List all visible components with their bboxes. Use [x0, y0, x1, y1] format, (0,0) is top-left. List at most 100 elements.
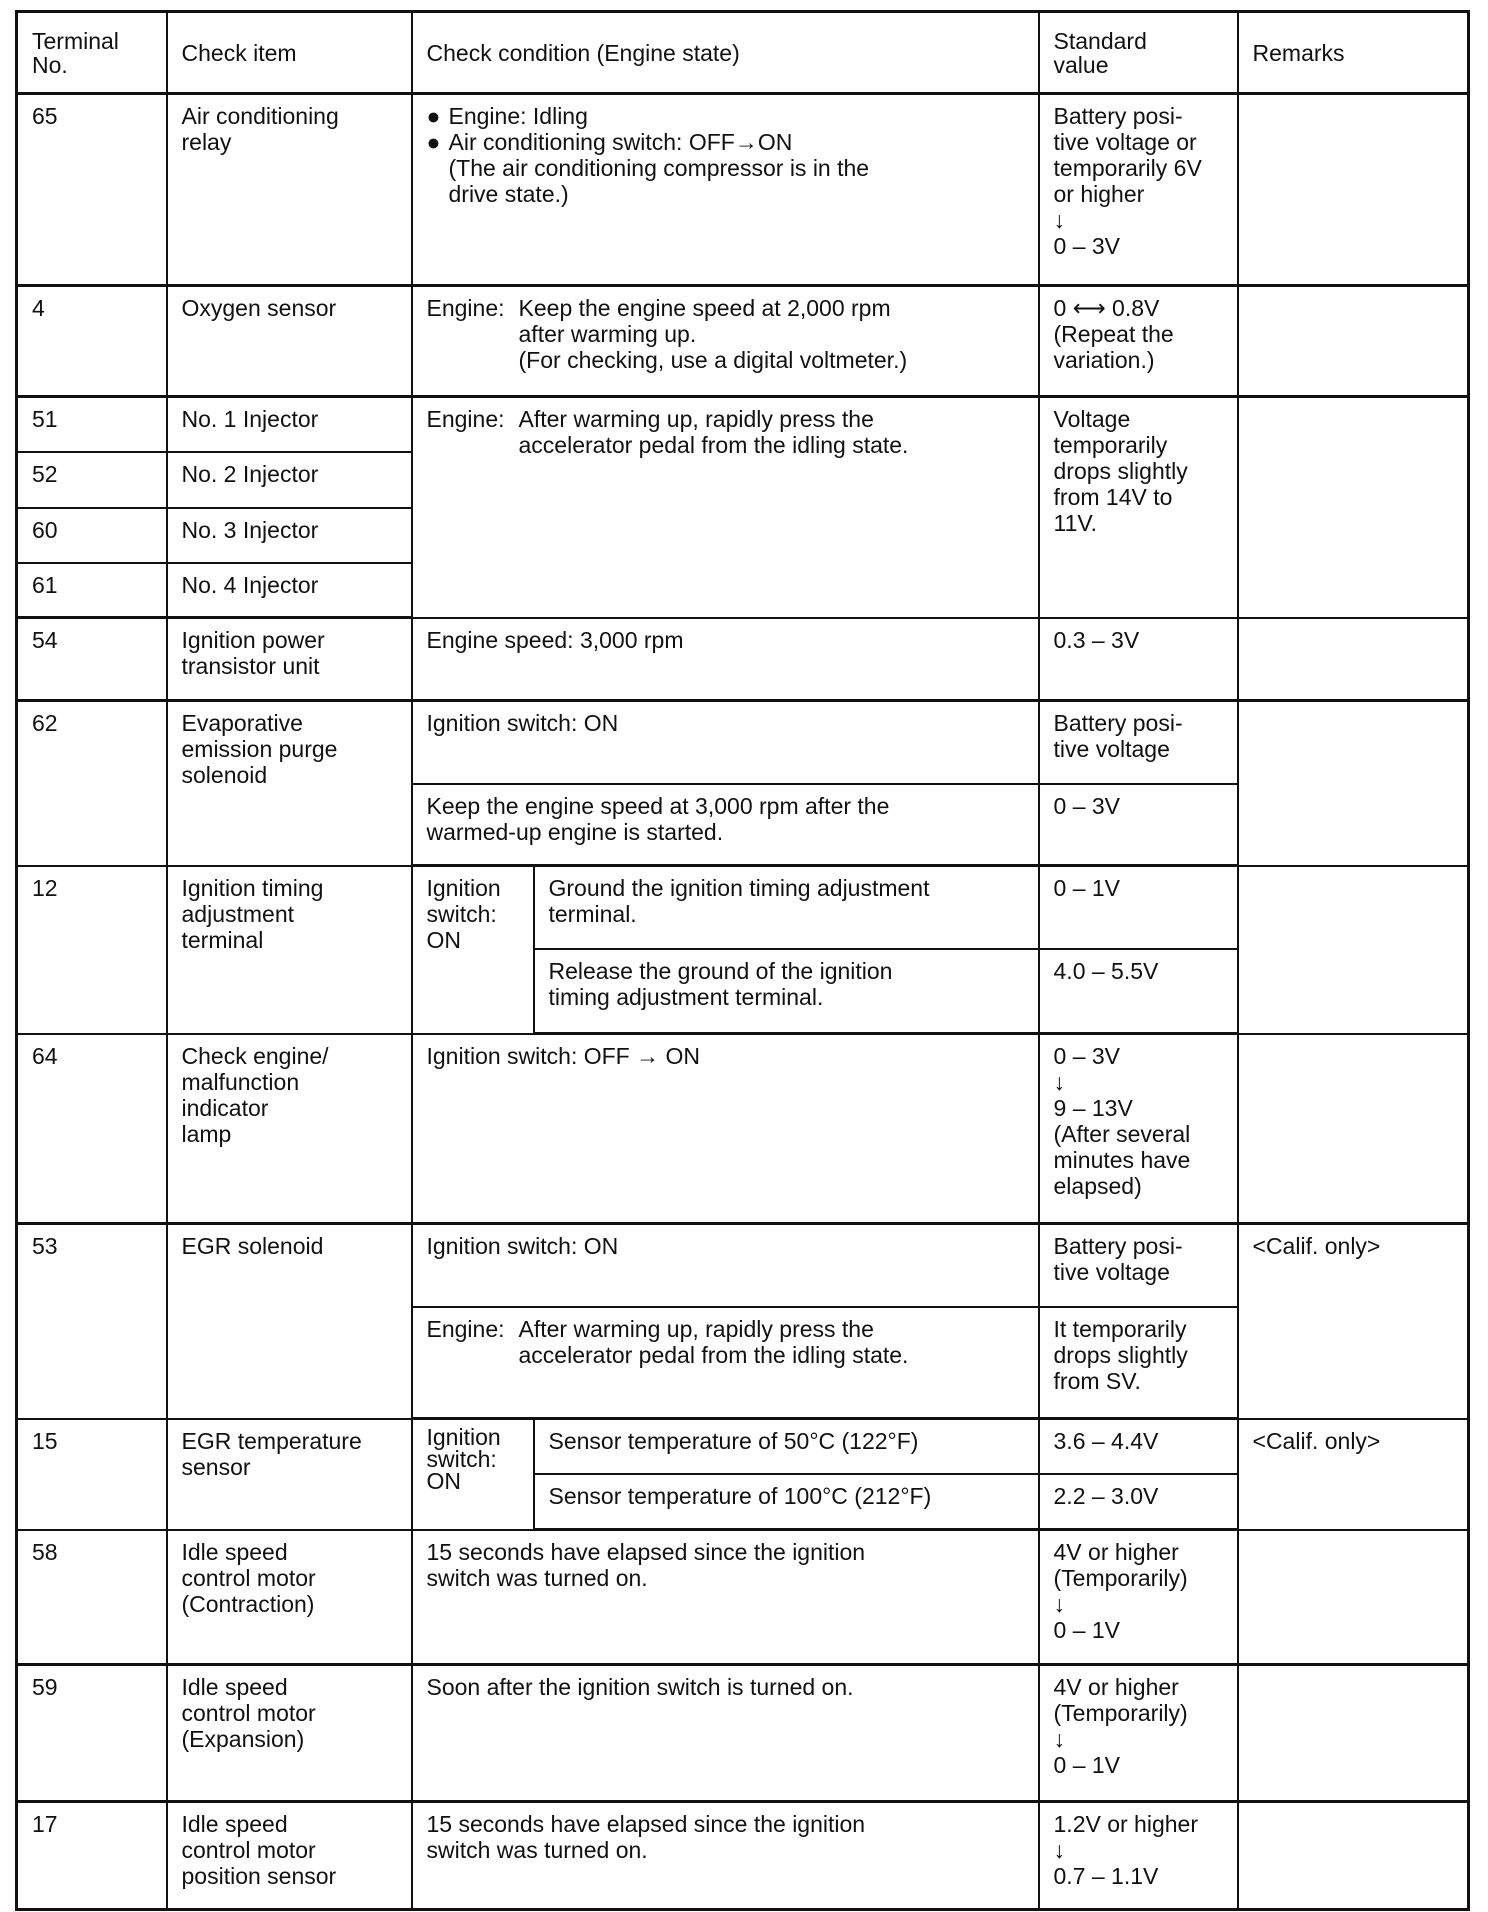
- condition-line: Air conditioning switch: OFF→ON (The air…: [448, 129, 870, 207]
- check-condition: Engine: After warming up, rapidly press t…: [410, 395, 1040, 619]
- table-row: 65 Air conditioning relay ● Engine: Idlin…: [15, 92, 1470, 287]
- condition-label: Engine:: [426, 406, 505, 432]
- check-condition: Soon after the ignition switch is turned…: [410, 1663, 1040, 1803]
- standard-value: 0 – 1V: [1037, 864, 1239, 950]
- header-terminal: Terminal No.: [15, 10, 168, 95]
- check-item: Oxygen sensor: [165, 284, 413, 398]
- terminal-no: 17: [15, 1800, 168, 1911]
- standard-value: 3.6 – 4.4V: [1037, 1417, 1239, 1475]
- terminal-no: 4: [15, 284, 168, 398]
- check-item: No. 1 Injector: [165, 395, 413, 453]
- table-row: 17 Idle speed control motor position sen…: [15, 1800, 1470, 1911]
- remarks: <Calif. only>: [1236, 1417, 1470, 1531]
- table-row: Engine: After warming up, rapidly press t…: [17, 1305, 1469, 1420]
- check-item: Air conditioning relay: [165, 92, 413, 287]
- table-row: Release the ground of the ignition timin…: [17, 947, 1469, 1035]
- check-item: EGR solenoid: [165, 1222, 413, 1420]
- check-condition: Ignition switch: ON: [410, 1222, 1040, 1308]
- condition-text: After warming up, rapidly press the acce…: [518, 406, 909, 458]
- terminal-no: 52: [15, 450, 168, 509]
- check-condition: Engine speed: 3,000 rpm: [410, 616, 1040, 702]
- standard-value: Battery posi- tive voltage: [1037, 699, 1239, 785]
- check-item: Idle speed control motor (Contraction): [165, 1528, 413, 1666]
- check-condition: Keep the engine speed at 3,000 rpm after…: [410, 782, 1040, 867]
- table-row: 62 Evaporative emission purge solenoid I…: [15, 699, 1470, 867]
- table-row: 64 Check engine/ malfunction indicator l…: [15, 1032, 1470, 1225]
- table-row: 15 EGR temperature sensor Ignition switc…: [15, 1417, 1470, 1531]
- check-condition: Sensor temperature of 100°C (212°F): [532, 1472, 1040, 1531]
- table-row: Sensor temperature of 100°C (212°F) 2.2 …: [17, 1472, 1469, 1531]
- condition-label: Engine:: [426, 295, 505, 321]
- header-remarks: Remarks: [1236, 10, 1470, 95]
- condition-text: Keep the engine speed at 2,000 rpm after…: [518, 295, 908, 373]
- table-row: 53 EGR solenoid Ignition switch: ON Batt…: [15, 1222, 1470, 1420]
- check-item: Idle speed control motor position sensor: [165, 1800, 413, 1911]
- remarks: [1236, 1528, 1470, 1666]
- table-row: Keep the engine speed at 3,000 rpm after…: [17, 782, 1469, 867]
- check-condition: Sensor temperature of 50°C (122°F): [532, 1417, 1040, 1475]
- condition-label: Engine:: [426, 1315, 505, 1342]
- check-condition-main: Ignition switch: ON: [410, 864, 535, 1035]
- header-row: Terminal No. Check item Check condition …: [15, 10, 1470, 95]
- terminal-no: 61: [15, 561, 168, 619]
- standard-value: Voltage temporarily drops slightly from …: [1037, 395, 1239, 619]
- remarks: [1236, 864, 1470, 1035]
- terminal-no: 51: [15, 395, 168, 453]
- check-condition: Engine: Keep the engine speed at 2,000 rp…: [410, 284, 1040, 398]
- check-item: EGR temperature sensor: [165, 1417, 413, 1531]
- standard-value: 0 – 3V: [1037, 782, 1239, 867]
- check-item: Evaporative emission purge solenoid: [165, 699, 413, 867]
- standard-value: 0 ⟷ 0.8V (Repeat the variation.): [1037, 284, 1239, 398]
- check-condition: Release the ground of the ignition timin…: [532, 947, 1040, 1035]
- condition-line: Engine: Idling: [448, 103, 588, 129]
- standard-value: Battery posi- tive voltage: [1037, 1222, 1239, 1308]
- bullet-icon: ●: [426, 129, 441, 155]
- remarks: [1236, 395, 1470, 619]
- terminal-no: 64: [15, 1032, 168, 1225]
- standard-value: 0 – 3V ↓ 9 – 13V (After several minutes …: [1037, 1032, 1239, 1225]
- check-condition: 15 seconds have elapsed since the igniti…: [410, 1800, 1040, 1911]
- table-row: 60 No. 3 Injector: [15, 506, 1469, 564]
- standard-value: 0.3 – 3V: [1037, 616, 1239, 702]
- bullet-icon: ●: [426, 103, 441, 129]
- remarks: <Calif. only>: [1236, 1222, 1470, 1420]
- table-row: 52 No. 2 Injector: [15, 450, 1469, 509]
- check-item: Idle speed control motor (Expansion): [165, 1663, 413, 1803]
- table-row: 54 Ignition power transistor unit Engine…: [15, 616, 1470, 702]
- terminal-no: 54: [15, 616, 168, 702]
- table-row: 51 No. 1 Injector Engine: After warming u…: [15, 395, 1470, 619]
- header-check-condition: Check condition (Engine state): [410, 10, 1040, 95]
- terminal-no: 12: [15, 864, 168, 1035]
- standard-value: 2.2 – 3.0V: [1037, 1472, 1239, 1531]
- remarks: [1236, 616, 1470, 702]
- check-item: No. 4 Injector: [165, 561, 413, 619]
- remarks: [1236, 699, 1470, 867]
- terminal-no: 60: [15, 506, 168, 564]
- check-item: Ignition timing adjustment terminal: [165, 864, 413, 1035]
- standard-value: 4V or higher (Temporarily) ↓ 0 – 1V: [1037, 1528, 1239, 1666]
- check-item: No. 3 Injector: [165, 506, 413, 564]
- terminal-no: 15: [15, 1417, 168, 1531]
- check-condition: Ignition switch: ON: [410, 699, 1040, 785]
- condition-text: After warming up, rapidly press the acce…: [518, 1315, 909, 1368]
- table-row: 59 Idle speed control motor (Expansion) …: [15, 1663, 1470, 1803]
- terminal-no: 62: [15, 699, 168, 867]
- terminal-no: 53: [15, 1222, 168, 1420]
- check-item: No. 2 Injector: [165, 450, 413, 509]
- standard-value: Battery posi- tive voltage or temporaril…: [1037, 92, 1239, 287]
- header-standard-value: Standard value: [1037, 10, 1239, 95]
- table-row: 4 Oxygen sensor Engine: Keep the engine s…: [15, 284, 1470, 398]
- remarks: [1236, 92, 1470, 287]
- standard-value: 4.0 – 5.5V: [1037, 947, 1239, 1035]
- terminal-check-table: Terminal No. Check item Check condition …: [15, 10, 1471, 1911]
- terminal-no: 59: [15, 1663, 168, 1803]
- check-condition: 15 seconds have elapsed since the igniti…: [410, 1528, 1040, 1666]
- check-condition: Engine: After warming up, rapidly press t…: [410, 1305, 1040, 1420]
- remarks: [1236, 1663, 1470, 1803]
- standard-value: 4V or higher (Temporarily) ↓ 0 – 1V: [1037, 1663, 1239, 1803]
- remarks: [1236, 1032, 1470, 1225]
- check-item: Check engine/ malfunction indicator lamp: [165, 1032, 413, 1225]
- terminal-no: 65: [15, 92, 168, 287]
- standard-value: 1.2V or higher ↓ 0.7 – 1.1V: [1037, 1800, 1239, 1911]
- standard-value: It temporarily drops slightly from SV.: [1037, 1305, 1239, 1420]
